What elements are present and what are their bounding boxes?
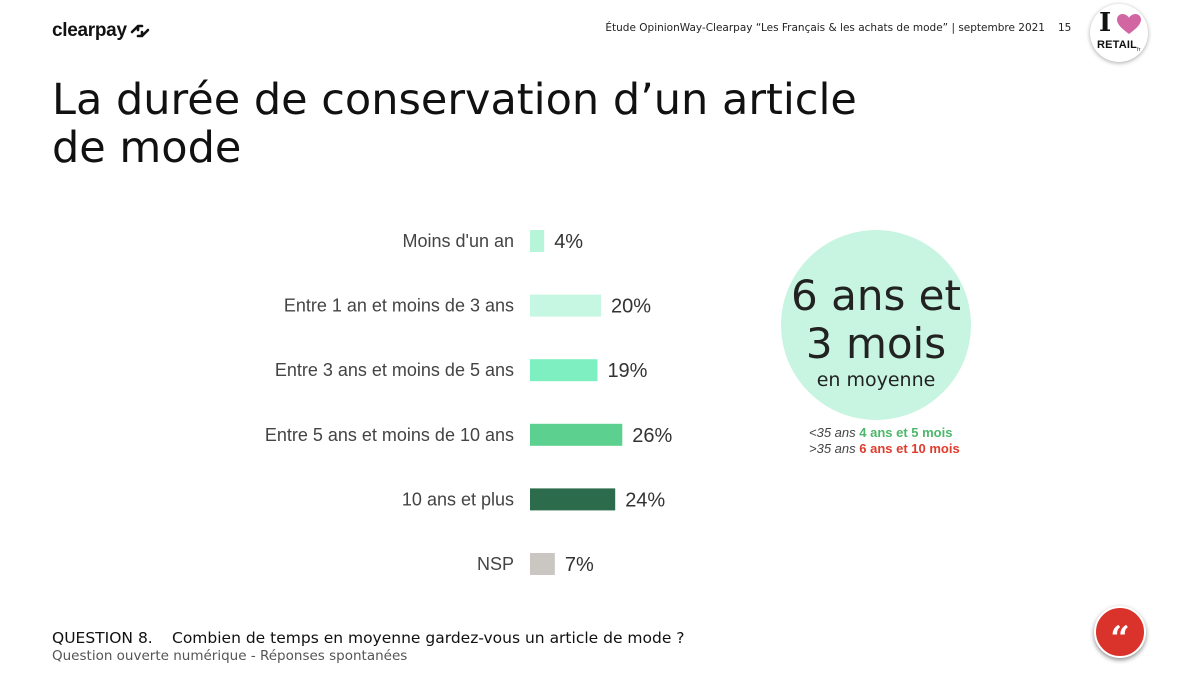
category-label: Entre 1 an et moins de 3 ans [284, 296, 514, 316]
value-label: 19% [607, 360, 647, 382]
clearpay-arrows-icon [130, 24, 150, 38]
average-circle: 6 ans et 3 mois en moyenne [781, 230, 971, 420]
quote-button[interactable]: “ [1094, 606, 1146, 658]
badge-letter-i: I [1099, 8, 1112, 38]
clearpay-logo: clearpay [52, 20, 151, 42]
bar [530, 423, 623, 446]
study-reference: Étude OpinionWay-Clearpay “Les Français … [605, 22, 1045, 34]
i-love-retail-logo: I RETAILfr [1090, 4, 1148, 62]
question-text: QUESTION 8. Combien de temps en moyenne g… [52, 629, 685, 647]
average-value-line2: 3 mois [805, 319, 947, 368]
badge-word: RETAILfr [1097, 39, 1141, 54]
category-label: 10 ans et plus [402, 489, 514, 509]
value-label: 7% [565, 554, 594, 576]
value-label: 24% [625, 489, 665, 511]
category-label: Entre 3 ans et moins de 5 ans [275, 360, 514, 380]
page-number: 15 [1058, 22, 1072, 34]
quote-icon: “ [1110, 619, 1130, 659]
value-label: 20% [611, 296, 651, 318]
bar [530, 294, 601, 317]
question-body: Combien de temps en moyenne gardez-vous … [172, 629, 685, 647]
bar [530, 488, 616, 511]
category-label: Moins d'un an [402, 231, 514, 251]
average-caption: en moyenne [816, 369, 936, 391]
age-row-over-35: >35 ans 6 ans et 10 mois [809, 441, 960, 457]
age-value: 4 ans et 5 mois [859, 425, 953, 440]
age-label: <35 ans [809, 425, 856, 440]
age-row-under-35: <35 ans 4 ans et 5 mois [809, 425, 960, 441]
page-title: La durée de conservation d’un article de… [52, 75, 857, 173]
brand-name: clearpay [52, 20, 127, 41]
average-value-line1: 6 ans et [791, 271, 961, 320]
value-label: 26% [632, 425, 672, 447]
category-label: Entre 5 ans et moins de 10 ans [265, 425, 514, 445]
bar [530, 553, 555, 575]
age-label: >35 ans [809, 441, 856, 456]
value-label: 4% [554, 231, 583, 253]
duration-bar-chart: Moins d'un an 4% Entre 1 an et moins de 3 … [265, 230, 673, 576]
question-number: QUESTION 8. [52, 629, 153, 647]
bar [530, 230, 545, 252]
heart-icon [1117, 14, 1141, 34]
category-label: NSP [477, 554, 514, 574]
question-note: Question ouverte numérique - Réponses sp… [52, 648, 408, 664]
age-value: 6 ans et 10 mois [859, 441, 960, 456]
age-breakdown: <35 ans 4 ans et 5 mois >35 ans 6 ans et… [809, 425, 960, 457]
bar [530, 359, 598, 382]
